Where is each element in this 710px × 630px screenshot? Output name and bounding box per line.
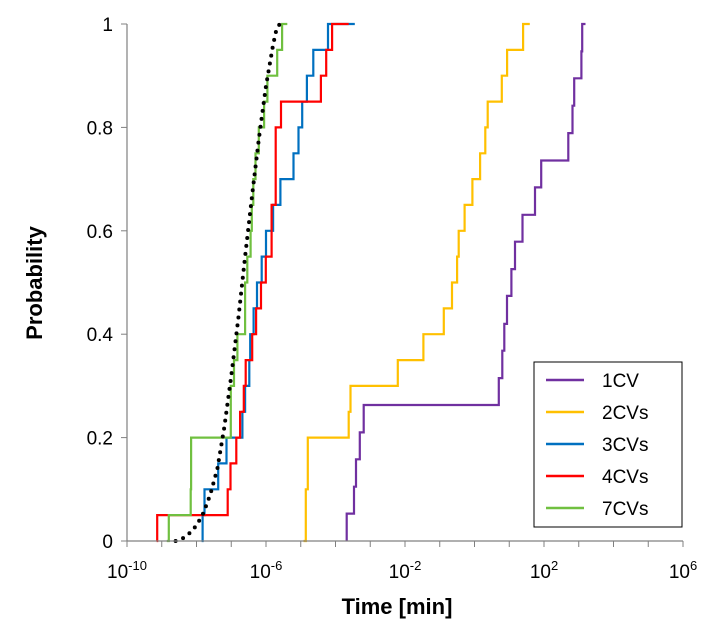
legend-label-2cvs: 2CVs [602,403,648,424]
series-3cvs-line [201,22,355,543]
x-tick-label: 10-6 [250,558,283,583]
y-axis-title: Probability [22,225,47,339]
x-axis-title: Time [min] [342,594,453,619]
x-tick-label: 102 [530,558,558,583]
y-tick-label: 0.4 [87,325,114,346]
series-2cvs-line [303,22,530,543]
series-7cvs-line [166,22,288,543]
legend-items: 1CV 2CVs 3CVs 4CVs 7CVs [546,371,648,520]
x-tick-label: 106 [669,558,697,583]
legend-label-7cvs: 7CVs [602,499,648,520]
legend: 1CV 2CVs 3CVs 4CVs 7CVs [533,361,683,528]
legend-label-4cvs: 4CVs [602,467,648,488]
y-tick-label: 0 [102,532,113,553]
ticks-layer: 10-10 10-6 10-2 102 106 0 0.2 0.4 0.6 0.8 1 [87,15,698,583]
y-tick-label: 0.2 [87,429,113,450]
y-tick-label: 1 [102,15,113,36]
y-tick-label: 0.6 [87,222,113,243]
legend-label-3cvs: 3CVs [602,435,648,456]
series-4cvs-line [156,22,349,543]
x-tick-label: 10-10 [107,558,147,583]
x-tick-label: 10-2 [389,558,422,583]
legend-label-1cv: 1CV [602,371,639,392]
series-layer [156,22,586,543]
reference-dotted-line [173,22,282,543]
series-1cv-line [345,22,586,541]
y-tick-label: 0.8 [87,118,113,139]
